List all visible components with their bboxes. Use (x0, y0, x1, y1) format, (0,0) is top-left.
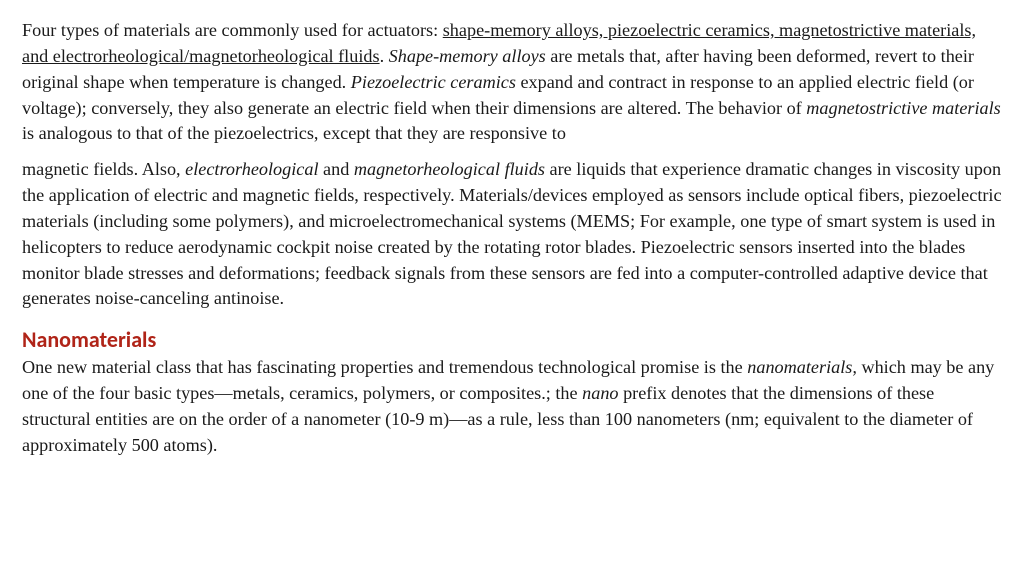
paragraph-nanomaterials: One new material class that has fascinat… (22, 355, 1002, 458)
para2-mid1: and (319, 159, 354, 179)
para1-mag-text: is analogous to that of the piezoelectri… (22, 123, 566, 143)
term-magnetostrictive: magnetostrictive materials (806, 98, 1000, 118)
term-nano: nano (582, 383, 618, 403)
paragraph-sensors: magnetic fields. Also, electrorheologica… (22, 157, 1002, 312)
para1-afteru: . (380, 46, 389, 66)
term-nanomaterials: nanomaterials, (747, 357, 857, 377)
term-shape-memory-alloys: Shape-memory alloys (389, 46, 546, 66)
para2-rest: are liquids that experience dramatic cha… (22, 159, 1002, 308)
paragraph-actuators: Four types of materials are commonly use… (22, 18, 1002, 147)
heading-nanomaterials: Nanomaterials (22, 326, 1002, 353)
para3-lead: One new material class that has fascinat… (22, 357, 747, 377)
para1-lead: Four types of materials are commonly use… (22, 20, 443, 40)
term-piezoelectric-ceramics: Piezoelectric ceramics (351, 72, 516, 92)
para2-lead: magnetic fields. Also, (22, 159, 185, 179)
term-magnetorheological: magnetorheological fluids (354, 159, 545, 179)
term-electrorheological: electrorheological (185, 159, 318, 179)
